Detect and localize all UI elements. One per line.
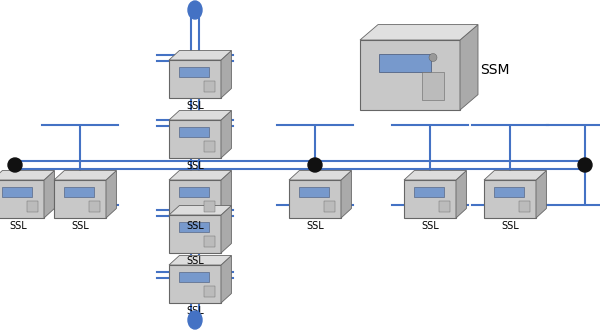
FancyBboxPatch shape xyxy=(2,187,32,198)
FancyBboxPatch shape xyxy=(205,286,215,297)
Text: SSL: SSL xyxy=(186,221,204,231)
FancyBboxPatch shape xyxy=(179,222,209,232)
FancyBboxPatch shape xyxy=(179,67,209,77)
Circle shape xyxy=(429,53,437,61)
FancyBboxPatch shape xyxy=(28,201,38,212)
Text: SSM: SSM xyxy=(480,63,509,77)
FancyBboxPatch shape xyxy=(404,180,456,218)
Ellipse shape xyxy=(188,1,202,19)
Polygon shape xyxy=(360,25,478,40)
FancyBboxPatch shape xyxy=(205,81,215,92)
FancyBboxPatch shape xyxy=(422,71,444,100)
FancyBboxPatch shape xyxy=(494,187,524,198)
Circle shape xyxy=(8,158,22,172)
FancyBboxPatch shape xyxy=(54,180,106,218)
Text: SSL: SSL xyxy=(186,256,204,266)
FancyBboxPatch shape xyxy=(169,60,221,98)
FancyBboxPatch shape xyxy=(414,187,444,198)
FancyBboxPatch shape xyxy=(0,180,44,218)
FancyBboxPatch shape xyxy=(379,54,431,71)
FancyBboxPatch shape xyxy=(484,180,536,218)
Polygon shape xyxy=(456,171,466,218)
Polygon shape xyxy=(169,256,232,265)
Polygon shape xyxy=(44,171,55,218)
FancyBboxPatch shape xyxy=(289,180,341,218)
Text: SSL: SSL xyxy=(186,101,204,111)
Polygon shape xyxy=(460,25,478,110)
FancyBboxPatch shape xyxy=(520,201,530,212)
FancyBboxPatch shape xyxy=(169,265,221,303)
Polygon shape xyxy=(536,171,547,218)
FancyBboxPatch shape xyxy=(64,187,94,198)
Polygon shape xyxy=(404,171,466,180)
FancyBboxPatch shape xyxy=(325,201,335,212)
Polygon shape xyxy=(289,171,352,180)
Text: SSL: SSL xyxy=(306,221,324,231)
Polygon shape xyxy=(341,171,352,218)
Ellipse shape xyxy=(188,311,202,329)
FancyBboxPatch shape xyxy=(360,40,460,110)
FancyBboxPatch shape xyxy=(89,201,100,212)
FancyBboxPatch shape xyxy=(169,215,221,253)
Polygon shape xyxy=(221,171,232,218)
FancyBboxPatch shape xyxy=(205,141,215,152)
Polygon shape xyxy=(169,50,232,60)
Polygon shape xyxy=(54,171,116,180)
Polygon shape xyxy=(221,206,232,253)
Polygon shape xyxy=(221,256,232,303)
Text: SSL: SSL xyxy=(421,221,439,231)
FancyBboxPatch shape xyxy=(439,201,450,212)
Polygon shape xyxy=(169,111,232,120)
FancyBboxPatch shape xyxy=(205,236,215,247)
Text: SSL: SSL xyxy=(9,221,27,231)
Polygon shape xyxy=(221,111,232,158)
Text: SSL: SSL xyxy=(71,221,89,231)
FancyBboxPatch shape xyxy=(179,187,209,198)
Polygon shape xyxy=(221,50,232,98)
Polygon shape xyxy=(484,171,547,180)
Polygon shape xyxy=(106,171,116,218)
Polygon shape xyxy=(0,171,55,180)
FancyBboxPatch shape xyxy=(169,120,221,158)
Text: SSL: SSL xyxy=(186,306,204,316)
FancyBboxPatch shape xyxy=(169,180,221,218)
FancyBboxPatch shape xyxy=(299,187,329,198)
Polygon shape xyxy=(169,206,232,215)
FancyBboxPatch shape xyxy=(179,127,209,137)
FancyBboxPatch shape xyxy=(179,272,209,283)
Polygon shape xyxy=(169,171,232,180)
Circle shape xyxy=(578,158,592,172)
FancyBboxPatch shape xyxy=(205,201,215,212)
Text: SSL: SSL xyxy=(186,161,204,171)
Circle shape xyxy=(308,158,322,172)
Text: SSL: SSL xyxy=(501,221,519,231)
